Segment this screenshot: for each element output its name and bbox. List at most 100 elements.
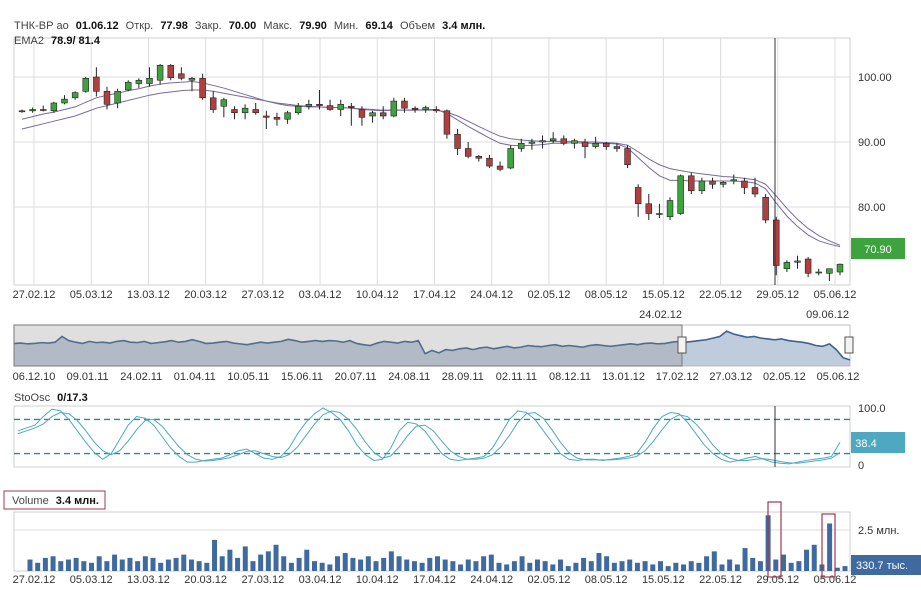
candle-body	[666, 200, 674, 218]
navigator-area	[14, 331, 850, 366]
volume-bar	[81, 561, 87, 571]
volume-bar	[173, 557, 179, 571]
volume-bar	[35, 562, 41, 571]
candle-body	[656, 213, 663, 215]
navigator-x-tick: 09.01.11	[67, 371, 109, 383]
volume-bar	[442, 559, 448, 571]
volume-bar	[704, 556, 710, 571]
price-x-tick: 27.02.12	[13, 289, 56, 301]
volume-bar	[657, 561, 663, 571]
open-label: Откр.	[126, 20, 154, 32]
navigator-x-tick: 24.08.11	[388, 371, 430, 383]
candle-body	[486, 157, 493, 167]
stoch-y-axis: 100.00	[858, 403, 886, 472]
candles[interactable]	[18, 64, 844, 282]
volume-bar	[711, 551, 717, 571]
volume-x-tick: 10.04.12	[356, 574, 399, 585]
volume-bar	[627, 559, 633, 571]
volume-bar	[404, 559, 410, 571]
navigator-panel[interactable]: 24.02.12 09.06.12 06.12.10 09.01.11 24.02.…	[13, 309, 860, 383]
navigator-x-tick: 02.11.11	[496, 371, 537, 383]
volume-legend-value: 3.4 млн.	[56, 495, 99, 507]
volume-bar	[550, 564, 556, 571]
volume-bar	[750, 557, 756, 571]
volume-bar	[811, 544, 817, 571]
navigator-series	[13, 330, 851, 366]
candle-body	[326, 105, 334, 110]
volume-x-tick: 03.04.12	[299, 574, 342, 585]
volume-bar	[204, 562, 210, 571]
candle-body	[273, 117, 281, 120]
volume-bar	[604, 556, 610, 571]
candle-body	[539, 140, 546, 143]
candle-body	[804, 258, 812, 274]
candle-body	[135, 79, 143, 84]
volume-bar	[150, 557, 156, 571]
price-x-tick: 02.05.12	[528, 289, 571, 301]
stoch-last-marker	[851, 432, 905, 453]
volume-bar	[427, 557, 433, 571]
volume-bar	[96, 556, 102, 571]
candle-body	[518, 143, 525, 149]
volume-bar	[473, 561, 479, 571]
candle-body	[709, 180, 716, 185]
low-value: 69.14	[365, 20, 393, 32]
candle-body	[29, 109, 36, 112]
volume-bar	[650, 564, 656, 571]
volume-x-tick: 02.05.12	[528, 574, 571, 585]
navigator-right-handle[interactable]	[844, 336, 854, 354]
stoch-y-tick: 0	[858, 460, 864, 472]
high-label: Макс.	[263, 20, 292, 32]
candle-body	[379, 112, 387, 117]
candle-body	[167, 65, 174, 78]
volume-bar	[135, 561, 141, 571]
stoch-last-label: 38.4	[855, 438, 876, 450]
price-x-tick: 03.04.12	[299, 289, 342, 301]
volume-bar	[258, 554, 264, 571]
navigator-left-handle[interactable]	[677, 336, 687, 354]
volume-bar	[419, 562, 425, 571]
volume-bar	[327, 564, 333, 571]
volume-panel: Volume 3.4 млн. 2.5 млн. 27.02.12 05.03.1…	[3, 490, 921, 586]
volume-legend: Volume 3.4 млн.	[12, 495, 99, 507]
navigator-x-axis: 06.12.10 09.01.11 24.02.11 01.04.11 10.05.11…	[13, 371, 860, 383]
candle-body	[624, 148, 631, 166]
stoch-plot-frame	[13, 405, 851, 468]
volume-bar	[181, 554, 187, 571]
volume-bar	[411, 561, 417, 571]
volume-bar	[558, 559, 564, 571]
navigator-x-tick: 17.02.12	[656, 371, 699, 383]
volume-x-tick: 20.03.12	[184, 574, 227, 585]
volume-bar	[596, 552, 602, 571]
candle-body	[496, 165, 504, 170]
quote-header: ТНК-ВР ао 01.06.12 Откр. 77.98 Закр. 70.…	[14, 20, 485, 32]
volume-bar	[488, 554, 494, 571]
last-price-marker	[851, 238, 905, 259]
price-x-tick: 13.03.12	[127, 289, 170, 301]
price-x-tick: 29.05.12	[756, 289, 799, 301]
volume-bar	[104, 561, 110, 571]
volume-bar	[534, 559, 540, 571]
volume-bar	[112, 554, 118, 571]
stoch-legend: StoOsc 0/17.3	[14, 392, 88, 404]
candle-body	[433, 109, 440, 112]
volume-bar	[696, 562, 702, 571]
candle-body	[603, 143, 610, 147]
price-x-tick: 05.06.12	[814, 289, 857, 301]
volume-bar	[350, 557, 356, 571]
navigator-x-tick: 28.09.11	[442, 371, 484, 383]
navigator-x-tick: 15.06.11	[281, 371, 323, 383]
volume-x-axis: 27.02.12 05.03.12 13.03.12 20.03.12 27.03.12…	[13, 574, 857, 586]
candle-body	[645, 203, 653, 214]
candle-body	[549, 138, 557, 141]
price-x-tick: 05.03.12	[70, 289, 113, 301]
volume-bar	[588, 561, 594, 571]
price-y-tick: 80.00	[858, 202, 886, 214]
stoch-panel: StoOsc 0/17.3 100.00 38.4	[13, 392, 905, 472]
volume-bar	[89, 562, 95, 571]
candle-body	[464, 148, 472, 157]
candle-body	[677, 175, 684, 214]
ema-long-line	[21, 89, 841, 246]
volume-bar	[142, 556, 148, 571]
